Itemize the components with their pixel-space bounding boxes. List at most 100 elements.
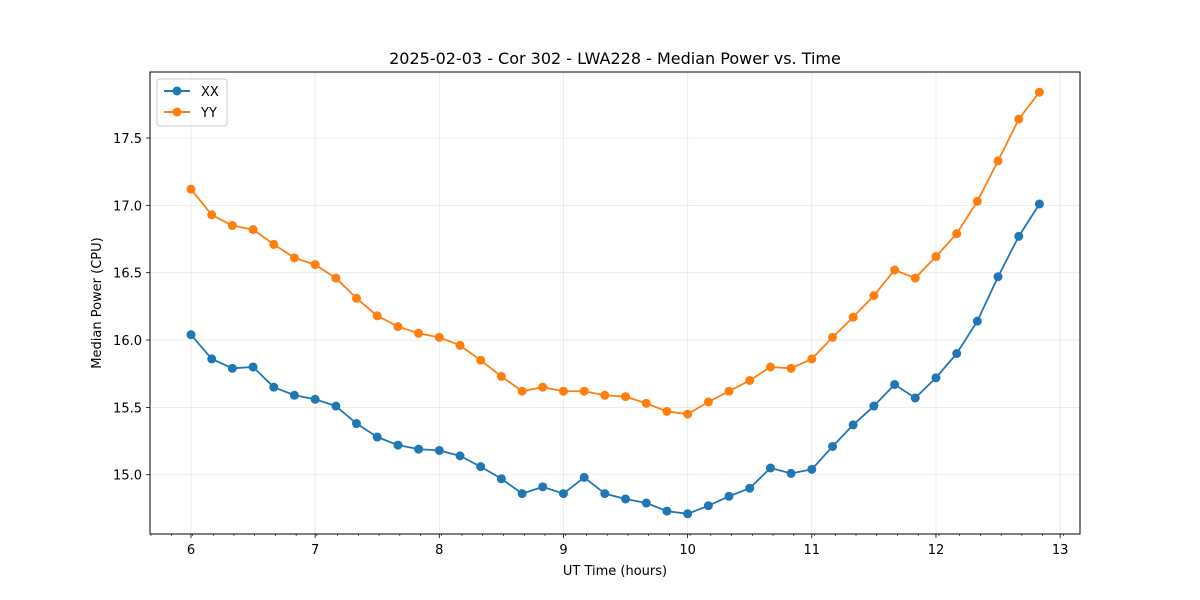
y-tick-label: 16.0 [113, 334, 142, 349]
data-point-xx [952, 349, 962, 359]
data-point-xx [579, 472, 589, 482]
legend-label-xx: XX [201, 85, 219, 100]
data-point-xx [558, 489, 568, 499]
x-axis-label: UT Time (hours) [563, 564, 667, 579]
legend-marker-xx [172, 86, 182, 96]
data-point-xx [621, 494, 631, 504]
data-point-yy [931, 252, 941, 262]
data-point-xx [517, 489, 527, 499]
data-point-xx [703, 501, 713, 511]
data-point-yy [248, 225, 258, 235]
data-point-yy [1034, 87, 1044, 97]
data-point-yy [372, 311, 382, 321]
data-point-yy [703, 397, 713, 407]
series-yy [186, 87, 1044, 419]
data-point-yy [476, 355, 486, 365]
data-point-yy [434, 332, 444, 342]
data-point-xx [641, 498, 651, 508]
legend: XX YY [156, 78, 228, 127]
data-point-yy [393, 322, 403, 332]
data-point-yy [310, 260, 320, 270]
data-point-yy [807, 354, 817, 364]
x-tick-label: 8 [435, 543, 443, 558]
x-tick-label: 12 [928, 543, 945, 558]
y-tick-label: 15.0 [113, 469, 142, 484]
data-point-yy [496, 371, 506, 381]
chart-title: 2025-02-03 - Cor 302 - LWA228 - Median P… [389, 49, 841, 68]
legend-marker-yy [172, 107, 182, 117]
data-point-yy [890, 265, 900, 275]
data-point-xx [910, 393, 920, 403]
data-point-yy [786, 363, 796, 373]
data-point-xx [414, 444, 424, 454]
data-point-xx [724, 491, 734, 501]
data-point-yy [993, 156, 1003, 166]
data-point-xx [248, 362, 258, 372]
data-point-xx [1034, 199, 1044, 209]
data-point-yy [289, 253, 299, 263]
data-point-yy [724, 386, 734, 396]
data-point-xx [372, 432, 382, 442]
x-tick-label: 6 [187, 543, 195, 558]
data-point-yy [869, 291, 879, 301]
y-tick-label: 15.5 [113, 401, 142, 416]
data-point-xx [869, 401, 879, 411]
x-tick-label: 10 [679, 543, 696, 558]
data-point-yy [414, 328, 424, 338]
data-point-xx [683, 509, 693, 519]
data-point-xx [1014, 231, 1024, 241]
data-point-xx [455, 451, 465, 461]
data-point-yy [351, 293, 361, 303]
plot-frame [149, 71, 1081, 535]
data-point-xx [931, 373, 941, 383]
legend-label-yy: YY [200, 106, 217, 121]
data-point-yy [579, 386, 589, 396]
data-point-yy [641, 398, 651, 408]
data-point-xx [351, 419, 361, 429]
data-point-yy [227, 221, 237, 231]
data-point-xx [538, 482, 548, 492]
data-point-xx [765, 463, 775, 473]
data-point-yy [207, 210, 217, 220]
data-point-yy [848, 312, 858, 322]
data-point-xx [786, 468, 796, 478]
data-point-yy [558, 386, 568, 396]
data-point-yy [828, 332, 838, 342]
data-point-xx [393, 440, 403, 450]
series-layer [186, 87, 1044, 519]
data-point-xx [848, 420, 858, 430]
data-point-yy [455, 340, 465, 350]
data-point-yy [1014, 114, 1024, 124]
data-point-yy [621, 392, 631, 402]
data-point-xx [331, 401, 341, 411]
data-point-yy [331, 273, 341, 283]
data-point-yy [745, 375, 755, 385]
data-point-yy [972, 196, 982, 206]
data-point-xx [662, 506, 672, 516]
data-point-xx [434, 445, 444, 455]
data-point-yy [910, 273, 920, 283]
data-point-xx [476, 462, 486, 472]
x-tick-label: 9 [559, 543, 567, 558]
data-point-xx [186, 330, 196, 340]
data-point-yy [186, 184, 196, 194]
data-point-xx [227, 363, 237, 373]
data-point-xx [289, 390, 299, 400]
grid [150, 72, 1080, 534]
data-point-xx [600, 489, 610, 499]
data-point-yy [662, 406, 672, 416]
data-point-xx [993, 272, 1003, 282]
data-point-xx [745, 483, 755, 493]
data-point-yy [517, 386, 527, 396]
series-xx [186, 199, 1044, 519]
data-point-xx [807, 464, 817, 474]
ticks: 6 7 8 9 10 11 12 13 15.0 15.5 16.0 16.5 17.0 17.5 [113, 132, 1068, 558]
data-point-xx [496, 474, 506, 484]
data-point-xx [890, 379, 900, 389]
data-point-xx [207, 354, 217, 364]
data-point-xx [269, 382, 279, 392]
data-point-yy [765, 362, 775, 372]
data-point-xx [310, 394, 320, 404]
data-point-yy [538, 382, 548, 392]
